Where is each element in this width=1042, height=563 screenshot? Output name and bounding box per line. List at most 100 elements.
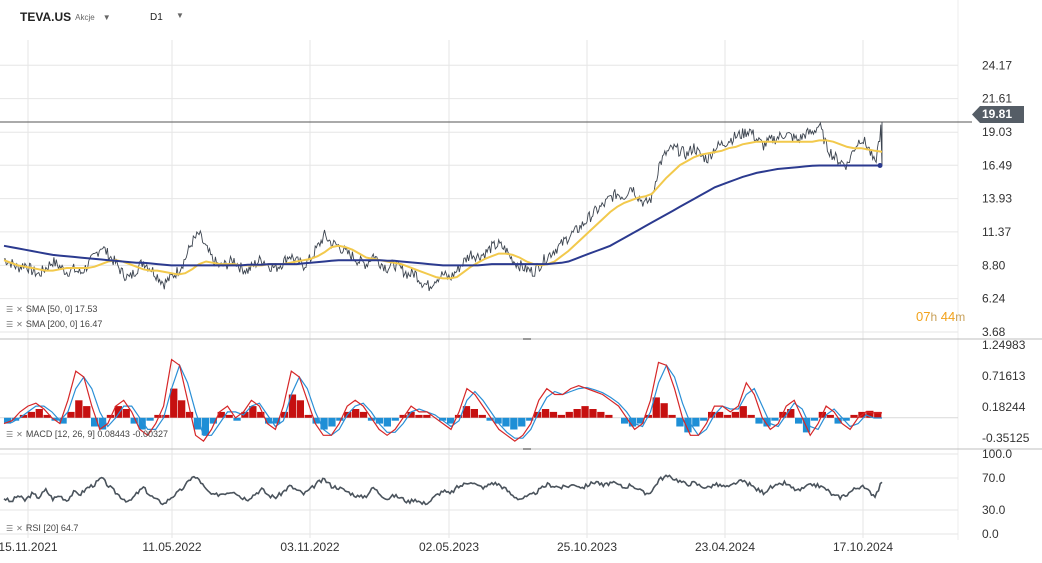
- settings-icon[interactable]: ☰: [6, 429, 14, 439]
- macd-histogram-bar: [193, 417, 202, 430]
- macd-histogram-bar: [874, 411, 882, 418]
- macd-legend[interactable]: ☰ ✕ MACD [12, 26, 9] 0.08443 -0.00327: [6, 429, 168, 439]
- countdown-hours-unit: h: [930, 310, 938, 324]
- price-axis[interactable]: 24.17 21.61 19.03 16.49 13.93 11.37 8.80 6.24 3.…: [982, 58, 1030, 541]
- pane-resize-handle[interactable]: [523, 338, 531, 340]
- macd-histogram-bar: [122, 409, 130, 418]
- macd-line[interactable]: [3, 358, 882, 442]
- macd-histogram-bar: [636, 417, 645, 424]
- macd-histogram-bar: [684, 417, 692, 433]
- macd-histogram-bar: [4, 417, 12, 424]
- macd-histogram-bar: [130, 417, 138, 424]
- price-pane[interactable]: [0, 121, 972, 292]
- symbol-label[interactable]: TEVA.US: [20, 10, 72, 24]
- macd-histogram-bar: [621, 417, 629, 424]
- macd-histogram-bar: [83, 406, 91, 418]
- macd-histogram-bar: [272, 417, 281, 424]
- macd-histogram-bar: [27, 411, 35, 418]
- macd-histogram-bar: [565, 411, 573, 418]
- macd-histogram-bar: [795, 417, 803, 424]
- close-icon[interactable]: ✕: [16, 304, 23, 314]
- macd-histogram-bar: [747, 414, 755, 418]
- macd-histogram-bar: [755, 417, 763, 424]
- macd-histogram-bar: [597, 411, 605, 418]
- settings-icon[interactable]: ☰: [6, 319, 14, 329]
- time-axis[interactable]: 15.11.2021 11.05.2022 03.11.2022 02.05.2023…: [0, 540, 893, 554]
- macd-histogram-bar: [526, 417, 534, 421]
- macd-histogram-bar: [557, 414, 565, 418]
- macd-histogram-bar: [114, 406, 122, 418]
- rsi-line[interactable]: [3, 474, 883, 506]
- macd-histogram-bar: [668, 414, 676, 418]
- caret-down-icon[interactable]: ▼: [176, 11, 184, 20]
- settings-icon[interactable]: ☰: [6, 304, 14, 314]
- sma200-legend[interactable]: ☰ ✕ SMA [200, 0] 16.47: [6, 319, 102, 329]
- macd-histogram-bar: [296, 400, 304, 418]
- macd-histogram-bar: [67, 411, 75, 418]
- instrument-header[interactable]: TEVA.US Akcje ▼: [20, 8, 111, 26]
- macd-histogram-bar: [19, 414, 28, 418]
- macd-histogram-bar: [265, 417, 273, 424]
- macd-histogram-bar: [91, 417, 99, 427]
- macd-signal-line[interactable]: [3, 363, 882, 439]
- price-tick-label: 11.37: [982, 225, 1011, 239]
- macd-histogram-bar: [715, 411, 724, 418]
- macd-histogram-bar: [178, 400, 186, 418]
- macd-histogram-bar: [763, 417, 771, 427]
- countdown-hours: 07: [916, 309, 931, 324]
- settings-icon[interactable]: ☰: [6, 523, 14, 533]
- macd-histogram-bar: [581, 406, 589, 418]
- close-icon[interactable]: ✕: [16, 429, 23, 439]
- rsi-legend-label: RSI [20] 64.7: [25, 523, 79, 533]
- pane-separators: [0, 338, 1042, 450]
- macd-histogram-bar: [75, 400, 83, 418]
- macd-histogram-bar: [771, 417, 779, 421]
- price-tick-label: 6.24: [982, 292, 1006, 306]
- pane-resize-handle[interactable]: [523, 448, 531, 450]
- rsi-legend[interactable]: ☰ ✕ RSI [20] 64.7: [6, 523, 78, 533]
- macd-histogram-bar: [304, 414, 312, 418]
- macd-histogram-bar: [478, 414, 486, 418]
- macd-histogram-bar: [249, 406, 257, 418]
- macd-histogram-bar: [549, 411, 558, 418]
- countdown-minutes: 44: [940, 309, 956, 324]
- macd-histogram-bar: [359, 411, 368, 418]
- macd-histogram-bar: [11, 417, 20, 421]
- macd-pane[interactable]: [0, 358, 958, 442]
- macd-histogram-bar: [43, 414, 51, 418]
- macd-histogram-bar: [162, 414, 170, 418]
- time-tick-label: 02.05.2023: [419, 540, 479, 554]
- time-tick-label: 23.04.2024: [695, 540, 755, 554]
- rsi-tick-label: 0.0: [982, 527, 999, 541]
- close-icon[interactable]: ✕: [16, 523, 23, 533]
- macd-histogram-bar: [35, 409, 43, 418]
- asset-type-label: Akcje: [75, 12, 95, 22]
- candle-countdown: 07h 44m: [916, 309, 965, 324]
- close-icon[interactable]: ✕: [16, 319, 23, 329]
- time-tick-label: 25.10.2023: [557, 540, 617, 554]
- current-price-tag: 19.81: [972, 106, 1024, 123]
- time-tick-label: 11.05.2022: [142, 540, 201, 554]
- sma50-line[interactable]: [3, 139, 883, 280]
- macd-histogram-bar: [336, 417, 344, 421]
- time-tick-label: 03.11.2022: [280, 540, 339, 554]
- macd-histogram-bar: [170, 388, 178, 418]
- macd-histogram-bar: [826, 414, 834, 418]
- macd-tick-label: -0.35125: [982, 431, 1030, 445]
- macd-tick-label: 1.24983: [982, 338, 1026, 352]
- macd-histogram-bar: [328, 417, 336, 427]
- timeframe-selector[interactable]: D1: [150, 12, 163, 23]
- caret-down-icon[interactable]: ▼: [102, 12, 111, 22]
- rsi-tick-label: 100.0: [982, 447, 1012, 461]
- sma200-line[interactable]: [3, 164, 882, 267]
- rsi-pane[interactable]: [3, 474, 883, 506]
- macd-histogram-bar: [217, 411, 225, 418]
- macd-histogram-bar: [51, 417, 59, 421]
- sma50-legend[interactable]: ☰ ✕ SMA [50, 0] 17.53: [6, 304, 97, 314]
- macd-histogram-bar: [415, 414, 423, 418]
- macd-histogram-bar: [834, 417, 842, 424]
- price-tick-label: 8.80: [982, 258, 1006, 272]
- macd-histogram-bar: [383, 417, 391, 427]
- macd-histogram-bar: [233, 417, 241, 421]
